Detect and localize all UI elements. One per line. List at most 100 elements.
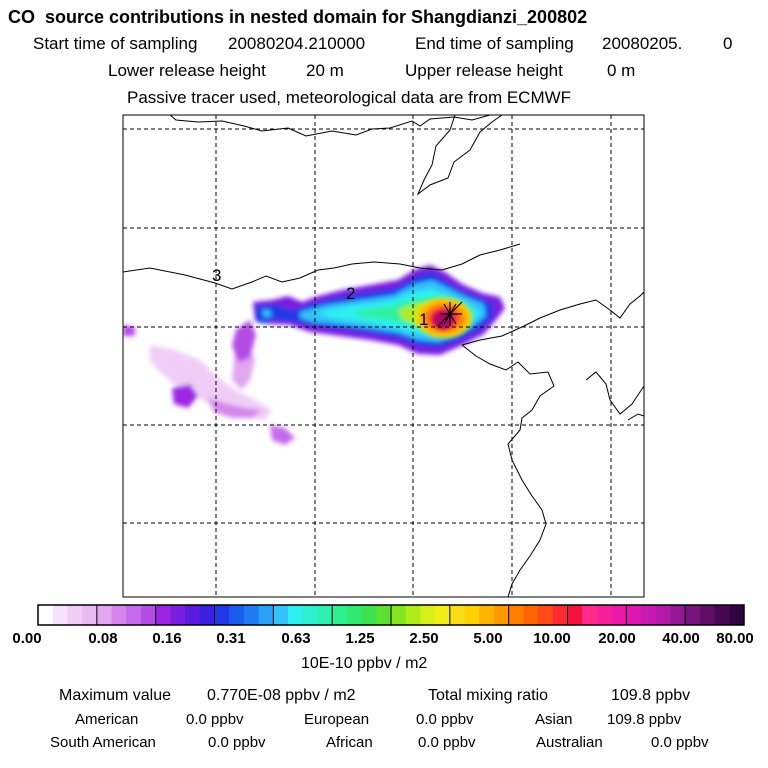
american-label: American xyxy=(75,711,139,728)
colorbar-swatch xyxy=(641,605,657,625)
tracer-note: Passive tracer used, meteorological data… xyxy=(127,88,572,107)
colorbar-swatch xyxy=(199,605,215,625)
colorbar-swatch xyxy=(611,605,627,625)
colorbar-tick: 5.00 xyxy=(473,630,503,647)
african-label: African xyxy=(326,734,373,751)
colorbar-tick: 0.00 xyxy=(12,630,42,647)
total-mixing-value: 109.8 ppbv xyxy=(611,687,691,704)
colorbar-tick: 40.00 xyxy=(662,630,700,647)
colorbar-swatch xyxy=(714,605,730,625)
colorbar-tick: 0.63 xyxy=(281,630,311,647)
colorbar xyxy=(37,604,745,626)
colorbar-swatch xyxy=(567,605,583,625)
colorbar-swatch xyxy=(52,605,68,625)
colorbar-tick: 1.25 xyxy=(345,630,375,647)
colorbar-swatch xyxy=(685,605,701,625)
colorbar-swatch xyxy=(626,605,642,625)
colorbar-swatch xyxy=(317,605,333,625)
african-value: 0.0 ppbv xyxy=(418,734,476,751)
colorbar-swatch xyxy=(243,605,260,625)
colorbar-swatch xyxy=(699,605,715,625)
colorbar-swatch xyxy=(376,605,392,625)
colorbar-tick: 0.31 xyxy=(216,630,246,647)
graticule xyxy=(123,115,644,597)
australian-label: Australian xyxy=(536,734,603,751)
colorbar-swatch xyxy=(38,605,54,625)
receptor-marker xyxy=(437,301,463,327)
upper-release-label: Upper release height xyxy=(405,61,563,80)
end-time-value: 20080205. xyxy=(602,34,683,53)
marker-label-1: 1 xyxy=(419,310,429,329)
max-value-label: Maximum value xyxy=(59,687,172,704)
concentration-plume xyxy=(123,265,505,445)
south-american-value: 0.0 ppbv xyxy=(208,734,266,751)
colorbar-swatch xyxy=(111,605,127,625)
max-value: 0.770E-08 ppbv / m2 xyxy=(207,687,356,704)
american-value: 0.0 ppbv xyxy=(186,711,244,728)
european-value: 0.0 ppbv xyxy=(416,711,474,728)
colorbar-swatch xyxy=(391,605,407,625)
colorbar-swatch xyxy=(552,605,568,625)
colorbar-swatch xyxy=(655,605,671,625)
colorbar-tick: 10.00 xyxy=(533,630,571,647)
colorbar-swatch xyxy=(405,605,421,625)
colorbar-tick: 80.00 xyxy=(716,630,754,647)
colorbar-swatch xyxy=(288,605,304,625)
colorbar-swatch xyxy=(596,605,613,625)
colorbar-swatch xyxy=(479,605,495,625)
colorbar-swatch xyxy=(435,605,451,625)
australian-value: 0.0 ppbv xyxy=(651,734,709,751)
start-time-value: 20080204.210000 xyxy=(228,34,366,53)
marker-label-3: 3 xyxy=(212,266,222,285)
end-time-label: End time of sampling xyxy=(415,34,574,53)
end-time-suffix: 0 xyxy=(723,34,733,53)
colorbar-swatch xyxy=(155,605,171,625)
map-frame xyxy=(122,114,645,598)
colorbar-swatch xyxy=(538,605,554,625)
colorbar-swatch xyxy=(229,605,245,625)
european-label: European xyxy=(304,711,370,728)
colorbar-swatch xyxy=(82,605,98,625)
colorbar-swatch xyxy=(449,605,465,625)
colorbar-swatch xyxy=(729,605,745,625)
colorbar-swatch xyxy=(582,605,598,625)
colorbar-tick: 0.08 xyxy=(88,630,118,647)
coastline xyxy=(123,115,644,597)
colorbar-swatch xyxy=(67,605,83,625)
colorbar-swatch xyxy=(185,605,201,625)
total-mixing-label: Total mixing ratio xyxy=(428,687,549,704)
colorbar-swatch xyxy=(273,605,289,625)
marker-label-2: 2 xyxy=(346,284,356,303)
colorbar-swatch xyxy=(508,605,524,625)
colorbar-swatch xyxy=(258,605,274,625)
colorbar-swatch xyxy=(523,605,539,625)
colorbar-swatch xyxy=(140,605,157,625)
map-area xyxy=(123,115,644,597)
lower-release-label: Lower release height xyxy=(108,61,266,80)
colorbar-swatch xyxy=(170,605,186,625)
start-time-label: Start time of sampling xyxy=(33,34,198,53)
lower-release-value: 20 m xyxy=(306,61,344,80)
colorbar-tick: 0.16 xyxy=(152,630,182,647)
colorbar-swatch xyxy=(493,605,510,625)
colorbar-swatch xyxy=(96,605,112,625)
colorbar-tick: 2.50 xyxy=(409,630,439,647)
colorbar-swatch xyxy=(332,605,348,625)
colorbar-tick: 20.00 xyxy=(598,630,636,647)
colorbar-swatch xyxy=(346,605,362,625)
asian-label: Asian xyxy=(535,711,573,728)
colorbar-swatch xyxy=(670,605,686,625)
colorbar-swatch xyxy=(214,605,230,625)
south-american-label: South American xyxy=(50,734,156,751)
colorbar-swatch xyxy=(420,605,436,625)
colorbar-swatch xyxy=(464,605,480,625)
colorbar-frame xyxy=(37,604,745,626)
colorbar-swatch xyxy=(302,605,318,625)
map-title: CO source contributions in nested domain… xyxy=(8,7,588,27)
upper-release-value: 0 m xyxy=(607,61,636,80)
colorbar-swatch xyxy=(361,605,377,625)
colorbar-unit: 10E-10 ppbv / m2 xyxy=(301,655,428,672)
colorbar-swatch xyxy=(126,605,142,625)
asian-value: 109.8 ppbv xyxy=(607,711,682,728)
